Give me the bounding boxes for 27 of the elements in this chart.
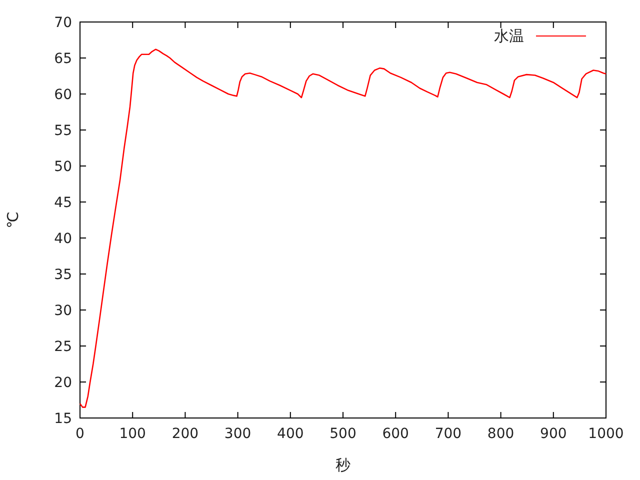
x-tick-label: 700 xyxy=(434,426,462,442)
x-tick-label: 600 xyxy=(382,426,409,442)
x-axis-title: 秒 xyxy=(336,456,350,474)
x-tick-label: 900 xyxy=(540,426,567,442)
x-tick-label: 400 xyxy=(277,426,304,442)
y-tick-label: 20 xyxy=(54,375,72,391)
legend: 水温 xyxy=(494,27,586,45)
y-axis-title: ℃ xyxy=(4,212,22,228)
x-tick-label: 300 xyxy=(224,426,252,442)
legend-label: 水温 xyxy=(494,27,524,45)
y-tick-label: 45 xyxy=(54,195,72,211)
x-tick-label: 200 xyxy=(172,426,199,442)
y-tick-label: 40 xyxy=(54,231,72,247)
x-tick-label: 800 xyxy=(487,426,514,442)
y-tick-label: 70 xyxy=(54,15,72,31)
y-tick-label: 25 xyxy=(54,339,72,355)
y-tick-label: 35 xyxy=(54,267,72,283)
x-tick-label: 500 xyxy=(330,426,356,442)
x-tick-label: 100 xyxy=(119,426,146,442)
y-tick-label: 50 xyxy=(54,159,72,175)
y-tick-label: 55 xyxy=(54,123,72,139)
x-tick-label: 1000 xyxy=(588,426,624,442)
x-tick-label: 0 xyxy=(76,426,84,442)
y-tick-label: 60 xyxy=(54,87,72,103)
y-tick-label: 30 xyxy=(54,303,72,319)
y-tick-label: 15 xyxy=(54,411,72,427)
y-tick-label: 65 xyxy=(54,51,72,67)
